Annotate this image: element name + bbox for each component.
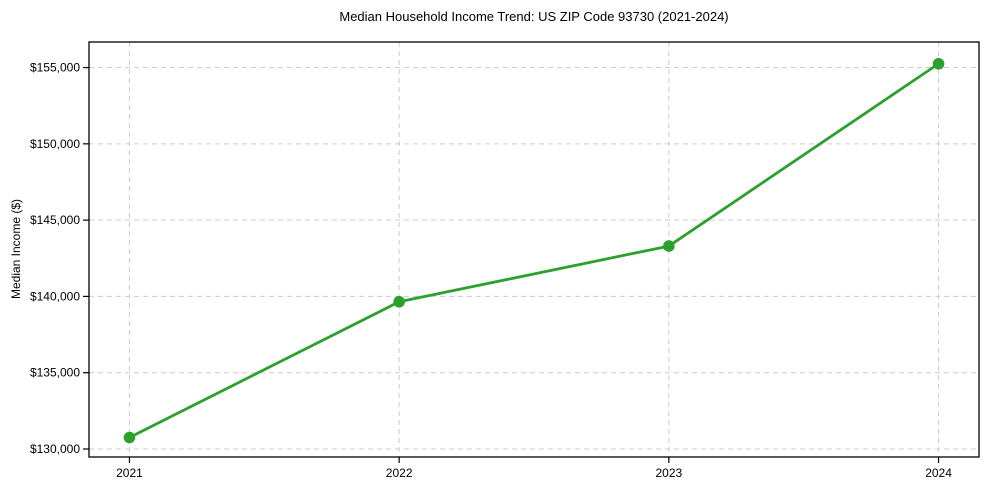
plot-border xyxy=(88,41,980,458)
y-tick-label: $155,000 xyxy=(30,61,80,75)
x-tick-label: 2022 xyxy=(386,466,413,480)
x-tick-label: 2021 xyxy=(116,466,143,480)
data-point-2023 xyxy=(663,240,675,252)
y-tick-label: $140,000 xyxy=(30,289,80,303)
x-tick-label: 2024 xyxy=(925,466,952,480)
data-point-2024 xyxy=(932,57,945,70)
y-tick-label: $130,000 xyxy=(30,442,80,456)
chart-title: Median Household Income Trend: US ZIP Co… xyxy=(339,9,729,24)
x-tick-label: 2023 xyxy=(655,466,682,480)
y-tick-label: $145,000 xyxy=(30,213,80,227)
y-tick-label: $135,000 xyxy=(30,366,80,380)
data-point-2022 xyxy=(393,295,405,308)
income-trend-line xyxy=(128,62,940,439)
y-tick-label: $150,000 xyxy=(30,137,80,151)
data-point-2021 xyxy=(123,431,136,444)
